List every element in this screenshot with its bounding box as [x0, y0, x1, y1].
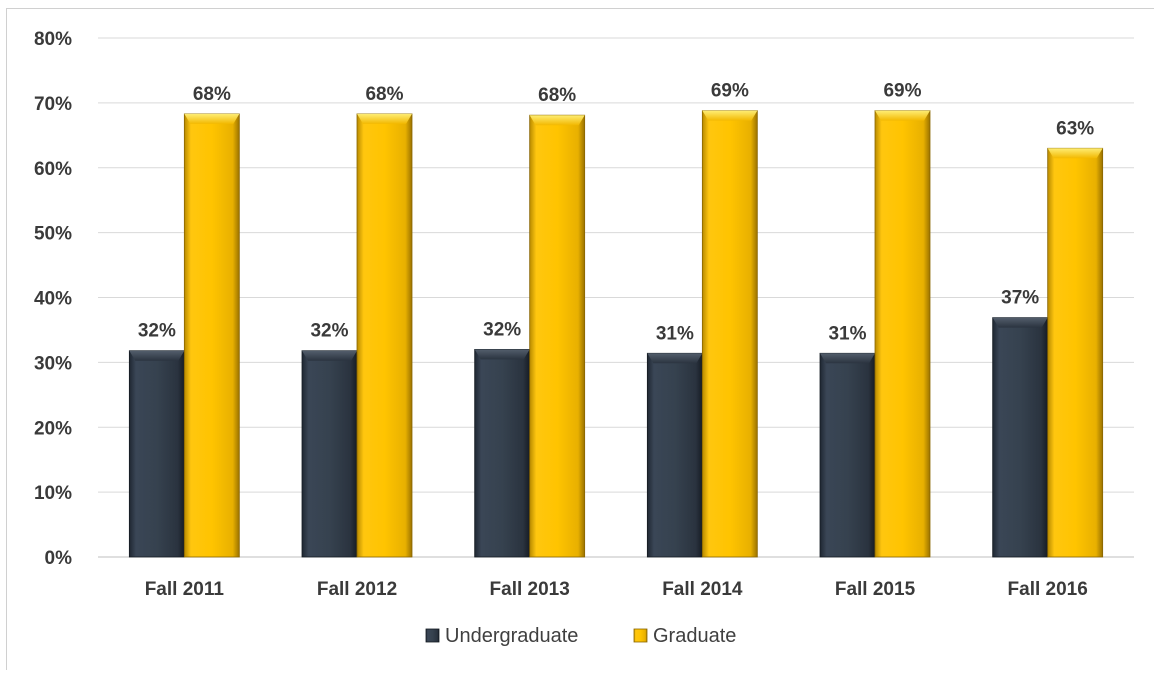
bar-graduate [701, 110, 758, 558]
data-label-graduate: 63% [1056, 118, 1094, 139]
bar-bevel [702, 110, 758, 121]
bar-bevel [302, 350, 357, 361]
y-tick-label: 20% [34, 418, 72, 439]
y-tick-label: 70% [34, 94, 72, 115]
y-tick-label: 30% [34, 353, 72, 374]
data-label-graduate: 69% [711, 81, 749, 102]
bar-undergraduate [646, 352, 703, 558]
bar-bevel [1047, 148, 1103, 159]
bar-bevel [474, 349, 530, 360]
data-label-undergraduate: 31% [656, 323, 694, 344]
legend-label-undergraduate: Undergraduate [445, 625, 578, 647]
bar-bevel [357, 113, 412, 124]
bar-graduate [529, 114, 586, 558]
bar-bevel [875, 110, 930, 121]
data-label-undergraduate: 31% [828, 323, 866, 344]
bar-bevel [992, 317, 1048, 328]
bar-undergraduate [819, 352, 876, 558]
y-axis: 0% 10% 20% 30% 40% 50% 60% 70% 80% [34, 29, 72, 569]
x-axis: Fall 2011 Fall 2012 Fall 2013 Fall 2014 Fall… [145, 579, 1088, 600]
bar-undergraduate [992, 317, 1049, 558]
bar-graduate [874, 110, 931, 558]
data-labels: 32% 68% 32% 68% 32% 68% 31% 69% 31% 69% 37% 63% [138, 81, 1094, 345]
y-tick-label: 10% [34, 483, 72, 504]
data-label-undergraduate: 32% [483, 319, 521, 340]
gridlines [98, 37, 1134, 558]
legend-swatch-graduate [633, 628, 648, 643]
bar-bevel [529, 115, 585, 126]
data-label-graduate: 68% [365, 84, 403, 105]
y-tick-label: 80% [34, 29, 72, 50]
bar-bevel [820, 353, 875, 364]
data-label-undergraduate: 32% [138, 321, 176, 342]
y-tick-label: 40% [34, 289, 72, 310]
x-tick-label: Fall 2015 [835, 579, 916, 600]
bar-bevel [129, 350, 185, 361]
chart-frame [6, 8, 1154, 670]
bar-bevel [647, 353, 703, 364]
bars [128, 110, 1104, 558]
data-label-undergraduate: 32% [310, 321, 348, 342]
x-tick-label: Fall 2013 [490, 579, 570, 600]
x-tick-label: Fall 2012 [317, 579, 397, 600]
data-label-graduate: 68% [193, 84, 231, 105]
x-tick-label: Fall 2014 [662, 579, 743, 600]
legend-label-graduate: Graduate [653, 625, 736, 647]
x-tick-label: Fall 2016 [1008, 579, 1088, 600]
bar-graduate [183, 113, 240, 558]
y-tick-label: 0% [45, 548, 73, 569]
data-label-undergraduate: 37% [1001, 288, 1039, 309]
bar-undergraduate [474, 348, 531, 558]
y-tick-label: 50% [34, 224, 72, 245]
legend-swatch-undergraduate [425, 628, 440, 643]
bar-graduate [356, 113, 413, 558]
data-label-graduate: 68% [538, 85, 576, 106]
x-tick-label: Fall 2011 [145, 579, 225, 600]
bar-bevel [184, 113, 240, 124]
legend: Undergraduate Graduate [425, 625, 736, 647]
data-label-graduate: 69% [883, 81, 921, 102]
bar-graduate [1047, 147, 1104, 558]
bar-undergraduate [301, 350, 358, 558]
y-tick-label: 60% [34, 159, 72, 180]
bar-undergraduate [128, 350, 185, 558]
